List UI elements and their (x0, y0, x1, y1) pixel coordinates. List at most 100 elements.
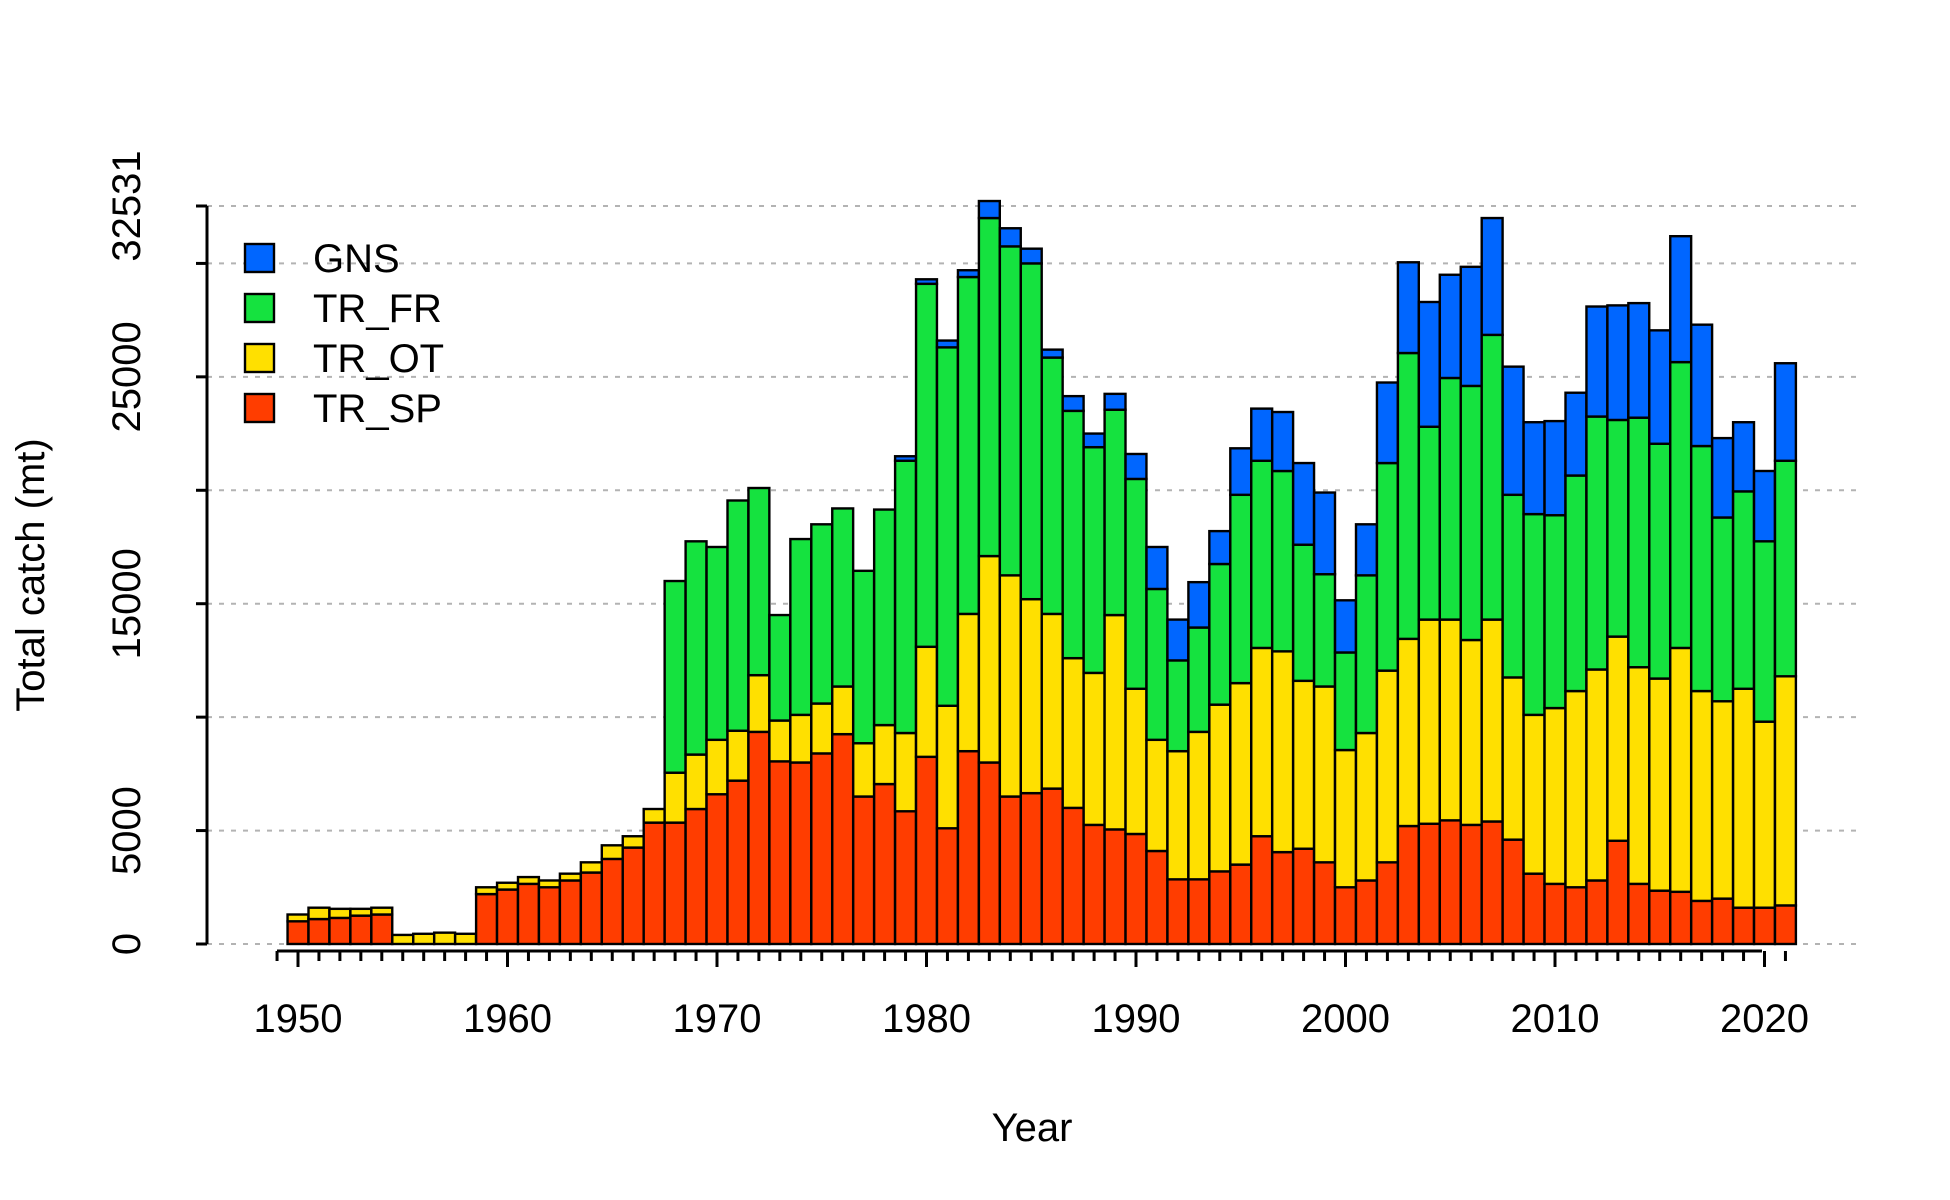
y-tick-label-32531: 32531 (105, 150, 149, 261)
bar-tr-ot-1994 (1208, 703, 1232, 873)
bar-tr-ot-1974 (789, 713, 813, 764)
bar-tr-ot-2016 (1669, 646, 1693, 894)
bar-tr-fr-2010 (1543, 514, 1567, 710)
legend: GNS TR_FR TR_OT TR_SP (243, 237, 444, 431)
bar-tr-fr-2008 (1501, 493, 1525, 679)
bar-tr-fr-1975 (810, 523, 834, 705)
bar-gns-2011 (1564, 391, 1588, 477)
bar-tr-sp-2014 (1627, 882, 1651, 946)
y-tick-label-5000: 5000 (105, 786, 149, 875)
bar-tr-ot-1969 (684, 753, 708, 811)
bar-tr-ot-1954 (370, 906, 394, 916)
bar-gns-1991 (1145, 545, 1169, 591)
bar-tr-sp-1954 (370, 913, 394, 946)
bar-tr-fr-1968 (663, 579, 687, 774)
bar-tr-ot-1999 (1312, 685, 1337, 864)
bar-tr-fr-1996 (1250, 459, 1274, 650)
bar-tr-sp-2017 (1689, 899, 1714, 946)
bar-tr-sp-1994 (1208, 870, 1232, 946)
bar-tr-ot-1984 (998, 574, 1022, 798)
bar-tr-sp-1978 (872, 782, 897, 946)
bar-tr-ot-1978 (872, 723, 897, 786)
bar-tr-sp-2002 (1375, 861, 1400, 946)
bar-tr-ot-1982 (956, 612, 981, 753)
bar-gns-1980 (914, 278, 939, 286)
bar-tr-fr-2014 (1627, 416, 1651, 669)
bar-tr-sp-2021 (1773, 904, 1798, 946)
bar-tr-fr-1987 (1061, 409, 1085, 660)
bar-gns-1996 (1250, 407, 1274, 462)
legend-label-tr-fr: TR_FR (313, 287, 442, 331)
bar-tr-sp-1963 (558, 879, 583, 946)
bar-gns-2014 (1627, 301, 1651, 419)
bar-gns-1986 (1040, 348, 1064, 359)
bar-tr-sp-1975 (810, 752, 834, 946)
bar-tr-sp-2013 (1606, 839, 1630, 946)
bar-tr-fr-2004 (1417, 425, 1441, 621)
bar-tr-sp-1964 (579, 871, 603, 946)
bar-tr-ot-1964 (579, 861, 603, 874)
bar-gns-1988 (1082, 432, 1106, 449)
bar-tr-fr-2017 (1689, 444, 1714, 693)
bar-tr-sp-1976 (831, 732, 855, 946)
bar-tr-sp-1995 (1229, 863, 1253, 946)
bar-gns-2009 (1522, 421, 1546, 516)
bar-tr-ot-1979 (893, 731, 918, 813)
bar-tr-ot-1988 (1082, 671, 1106, 827)
bar-tr-fr-1978 (872, 508, 897, 727)
bar-gns-2007 (1480, 216, 1504, 337)
bar-tr-sp-1997 (1270, 850, 1295, 946)
bar-tr-sp-1986 (1040, 787, 1064, 946)
bar-tr-sp-1980 (914, 755, 939, 946)
bar-tr-ot-1981 (935, 704, 960, 830)
bar-gns-1981 (935, 339, 960, 349)
bar-tr-sp-1951 (307, 917, 331, 946)
bar-tr-ot-1966 (621, 835, 645, 849)
bar-tr-ot-2010 (1543, 706, 1567, 886)
bar-tr-fr-2018 (1710, 516, 1735, 703)
bar-tr-sp-2020 (1752, 906, 1777, 946)
bar-tr-sp-2016 (1669, 890, 1693, 946)
bar-tr-ot-1950 (286, 913, 310, 923)
y-axis-title: Total catch (mt) (9, 438, 53, 711)
bar-tr-ot-1955 (391, 933, 415, 946)
bar-tr-sp-1988 (1082, 823, 1106, 946)
x-axis-title: Year (992, 1106, 1073, 1150)
bar-tr-ot-1959 (474, 886, 499, 896)
bar-gns-2000 (1333, 599, 1358, 654)
bar-gns-1999 (1312, 491, 1337, 576)
legend-swatch-tr-ot (243, 342, 276, 374)
bar-tr-sp-2009 (1522, 872, 1546, 946)
bar-tr-sp-1993 (1187, 878, 1211, 946)
bar-tr-sp-1974 (789, 761, 813, 946)
bar-tr-fr-1971 (726, 499, 750, 732)
bar-tr-ot-2019 (1731, 687, 1756, 909)
bar-tr-ot-1968 (663, 771, 687, 824)
bar-tr-ot-1975 (810, 702, 834, 755)
x-tick-label-2010: 2010 (1511, 997, 1600, 1041)
bar-gns-2017 (1689, 323, 1714, 448)
bar-tr-ot-1989 (1103, 613, 1127, 831)
bar-tr-ot-1971 (726, 729, 750, 782)
bar-tr-ot-1952 (328, 907, 352, 920)
y-tick-label-0: 0 (105, 933, 149, 955)
bar-tr-ot-1986 (1040, 612, 1064, 790)
bar-tr-sp-1965 (600, 857, 624, 946)
bar-tr-sp-1979 (893, 810, 918, 946)
bar-tr-ot-1953 (349, 907, 373, 917)
bar-tr-ot-1985 (1019, 597, 1043, 795)
bar-tr-ot-2012 (1585, 668, 1609, 882)
bar-tr-ot-2006 (1459, 638, 1483, 827)
bar-gns-2008 (1501, 365, 1525, 497)
bar-tr-ot-2001 (1354, 731, 1379, 882)
bar-tr-fr-1973 (768, 613, 792, 722)
bar-tr-fr-1989 (1103, 408, 1127, 617)
bar-tr-ot-2020 (1752, 720, 1777, 909)
bar-tr-ot-2014 (1627, 666, 1651, 886)
bar-gns-2020 (1752, 469, 1777, 543)
bar-tr-fr-1977 (852, 569, 876, 745)
bar-tr-fr-1972 (747, 486, 771, 677)
bar-tr-ot-1983 (977, 554, 1002, 764)
bar-gns-1989 (1103, 392, 1127, 411)
